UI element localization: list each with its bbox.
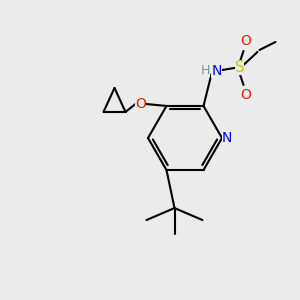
Text: O: O bbox=[240, 34, 251, 48]
Text: O: O bbox=[240, 88, 251, 102]
Text: H: H bbox=[201, 64, 210, 77]
Text: O: O bbox=[135, 97, 146, 111]
Text: N: N bbox=[211, 64, 222, 78]
Text: N: N bbox=[222, 131, 232, 145]
Text: S: S bbox=[235, 61, 244, 76]
